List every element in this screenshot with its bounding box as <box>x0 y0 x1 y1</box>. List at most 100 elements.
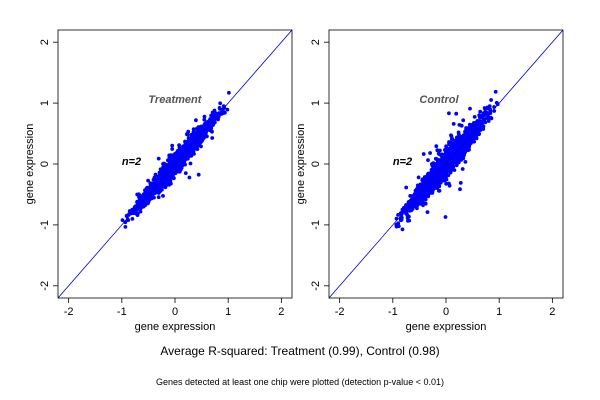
group-label: Control <box>419 94 459 106</box>
data-point <box>437 164 442 169</box>
data-point <box>196 141 201 146</box>
data-point <box>146 178 151 183</box>
data-points <box>394 89 500 232</box>
sample-size-label: n=2 <box>122 156 141 168</box>
data-point <box>426 158 430 163</box>
data-point <box>188 161 193 166</box>
data-point <box>474 136 479 141</box>
data-point <box>456 130 461 135</box>
data-point <box>460 137 465 142</box>
data-point <box>427 174 432 179</box>
data-point <box>484 110 488 115</box>
data-point <box>449 162 454 167</box>
data-point <box>216 114 221 119</box>
data-point <box>190 143 194 148</box>
data-point <box>448 147 452 152</box>
data-point <box>433 180 438 185</box>
data-point <box>477 123 481 127</box>
data-point <box>158 177 162 181</box>
data-point <box>460 167 465 171</box>
data-point <box>172 176 176 181</box>
x-tick-label: -1 <box>388 306 398 318</box>
x-tick-label: -1 <box>117 306 127 318</box>
identity-line <box>329 30 563 298</box>
y-tick-label: -2 <box>39 281 51 291</box>
data-point <box>437 158 441 163</box>
data-point <box>425 210 430 215</box>
data-point <box>170 143 175 148</box>
x-tick-label: 0 <box>172 306 178 318</box>
data-point <box>137 192 141 197</box>
data-point <box>451 122 456 126</box>
data-point <box>183 162 188 167</box>
data-point <box>449 133 453 138</box>
y-tick-label: 2 <box>310 39 322 45</box>
data-point <box>464 144 468 149</box>
data-point <box>175 150 180 155</box>
data-point <box>189 132 194 137</box>
data-point <box>183 171 188 176</box>
data-point <box>472 139 476 144</box>
data-point <box>454 111 459 116</box>
data-point <box>194 127 199 131</box>
data-point <box>488 115 493 120</box>
y-tick-label: 0 <box>39 161 51 167</box>
data-point <box>157 181 162 186</box>
data-point <box>468 123 473 128</box>
data-point <box>396 213 400 217</box>
data-point <box>472 115 477 119</box>
data-point <box>197 126 202 131</box>
data-point <box>154 189 158 194</box>
data-point <box>177 143 182 148</box>
data-point <box>440 159 445 163</box>
data-point <box>423 201 428 206</box>
data-point <box>437 188 442 193</box>
data-point <box>473 132 478 137</box>
data-point <box>463 160 468 164</box>
data-point <box>179 162 183 167</box>
data-point <box>448 170 453 175</box>
data-point <box>434 186 439 190</box>
data-point <box>175 162 180 167</box>
data-point <box>488 107 493 112</box>
data-point <box>453 143 458 147</box>
data-point <box>151 181 156 186</box>
data-point <box>147 197 152 202</box>
data-point <box>450 136 455 141</box>
data-point <box>173 153 178 157</box>
data-point <box>189 147 193 152</box>
data-point <box>483 120 488 125</box>
data-point <box>489 98 493 102</box>
data-point <box>444 144 448 149</box>
data-point <box>396 221 401 226</box>
x-tick-label: 1 <box>225 306 231 318</box>
data-point <box>135 213 140 218</box>
data-point <box>123 220 128 225</box>
sample-size-label: n=2 <box>393 156 412 168</box>
data-point <box>210 129 214 134</box>
data-point <box>156 156 161 161</box>
data-point <box>443 149 448 154</box>
y-tick-label: -2 <box>310 281 322 291</box>
data-point <box>446 173 451 178</box>
data-point <box>430 163 435 168</box>
data-point <box>449 140 453 145</box>
data-point <box>162 183 166 188</box>
data-point <box>177 165 182 170</box>
data-point <box>187 175 192 180</box>
data-point <box>416 175 421 180</box>
data-point <box>453 155 458 160</box>
data-point <box>205 126 210 130</box>
x-tick-label: -2 <box>335 306 345 318</box>
data-point <box>458 181 463 185</box>
group-label: Treatment <box>148 94 202 106</box>
data-point <box>186 139 190 144</box>
data-point <box>155 183 160 188</box>
data-point <box>461 145 465 150</box>
data-point <box>485 105 490 110</box>
data-point <box>424 191 428 196</box>
data-point <box>202 135 207 140</box>
data-point <box>192 134 197 139</box>
data-point <box>143 199 148 204</box>
data-point <box>120 218 125 223</box>
